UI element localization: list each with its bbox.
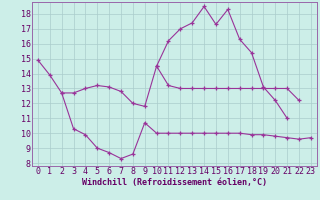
X-axis label: Windchill (Refroidissement éolien,°C): Windchill (Refroidissement éolien,°C) bbox=[82, 178, 267, 187]
